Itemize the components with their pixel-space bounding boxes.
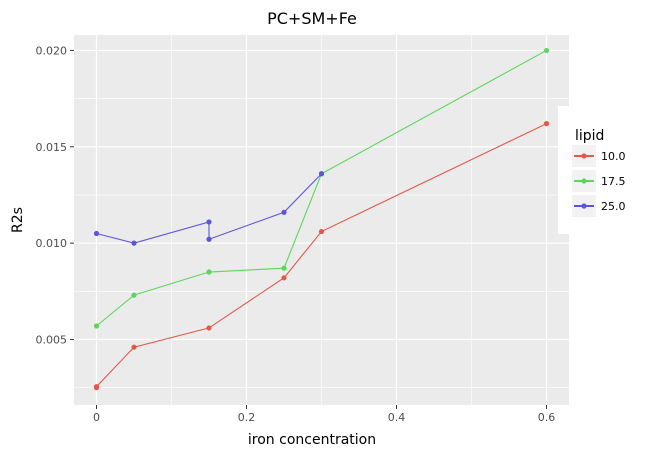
data-point-25.0 <box>318 171 325 177</box>
x-axis-title: iron concentration <box>248 432 376 448</box>
legend-label: 25.0 <box>601 200 626 213</box>
data-point-10.0 <box>543 121 550 127</box>
major-gridlines <box>74 35 569 405</box>
series-line-25.0 <box>96 173 322 244</box>
data-point-10.0 <box>318 228 325 235</box>
legend-key-point <box>581 153 587 159</box>
data-point-25.0 <box>206 219 212 225</box>
x-tick-label: 0.4 <box>388 411 406 424</box>
data-point-10.0 <box>131 344 137 350</box>
y-axis-title: R2s <box>10 207 26 233</box>
data-point-17.5 <box>206 269 212 275</box>
chart-title: PC+SM+Fe <box>267 9 357 28</box>
legend: lipid 10.0 17.5 25.0 <box>558 106 654 234</box>
data-point-10.0 <box>206 325 212 331</box>
series-layer <box>93 47 550 391</box>
data-point-17.5 <box>93 323 100 329</box>
y-tick-label: 0.005 <box>36 333 68 346</box>
minor-gridlines <box>74 35 569 405</box>
data-point-10.0 <box>93 384 100 390</box>
data-point-25.0 <box>281 209 287 215</box>
data-point-25.0 <box>131 240 137 246</box>
legend-label: 10.0 <box>601 150 626 163</box>
legend-key-point <box>581 178 587 184</box>
y-tick-label: 0.015 <box>36 141 68 154</box>
series-line-17.5 <box>96 49 547 327</box>
x-tick-label: 0.2 <box>238 411 256 424</box>
data-point-17.5 <box>281 265 287 271</box>
data-point-25.0 <box>93 230 100 237</box>
data-point-25.0 <box>206 236 212 242</box>
data-point-17.5 <box>543 47 550 54</box>
x-tick-label: 0 <box>93 411 100 424</box>
x-axis-ticks: 0 0.2 0.4 0.6 <box>93 405 555 424</box>
legend-items: 10.0 17.5 25.0 <box>572 145 626 217</box>
y-tick-label: 0.020 <box>36 44 68 57</box>
x-tick-label: 0.6 <box>538 411 556 424</box>
legend-key-point <box>581 203 587 209</box>
data-point-10.0 <box>281 275 287 281</box>
y-tick-label: 0.010 <box>36 237 68 250</box>
data-point-17.5 <box>131 292 137 298</box>
legend-title: lipid <box>575 128 604 144</box>
y-axis-ticks: 0.005 0.010 0.015 0.020 <box>36 44 74 346</box>
legend-label: 17.5 <box>601 175 626 188</box>
